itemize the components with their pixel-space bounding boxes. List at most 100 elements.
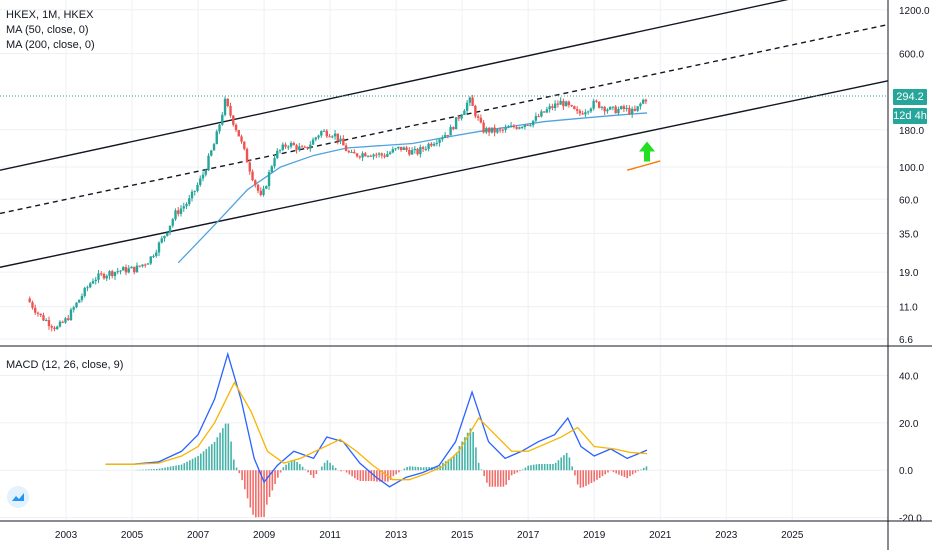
macd-histogram-bar <box>629 470 631 477</box>
candle-body <box>212 144 216 151</box>
macd-histogram-bar <box>453 456 455 471</box>
candle-body <box>644 99 648 102</box>
candle-body <box>622 106 626 109</box>
macd-histogram-bar <box>389 470 392 480</box>
orange-trendline <box>627 160 661 171</box>
candle-body <box>531 120 535 126</box>
candle-body <box>152 256 155 258</box>
candle-body <box>386 154 389 157</box>
ma50-legend[interactable]: MA (50, close, 0) <box>6 24 89 36</box>
candle-body <box>174 210 177 220</box>
candle-body <box>520 127 524 129</box>
macd-histogram-bar <box>618 470 620 475</box>
macd-histogram-bar <box>150 469 153 471</box>
candle-body <box>391 149 395 153</box>
candle-body <box>419 147 422 155</box>
candle-body <box>529 125 532 127</box>
macd-histogram-bar <box>332 465 334 471</box>
macd-histogram-bar <box>205 448 208 471</box>
candle-body <box>603 106 606 112</box>
macd-histogram-bar <box>598 470 601 478</box>
candle-body <box>190 191 194 199</box>
candle-body <box>452 127 455 130</box>
candle-body <box>504 127 507 130</box>
macd-label[interactable]: MACD (12, 26, close, 9) <box>6 359 124 371</box>
candle-body <box>240 136 243 142</box>
macd-histogram-bar <box>376 470 378 482</box>
annotations <box>627 141 661 171</box>
candle-body <box>567 101 571 106</box>
candle-body <box>168 225 172 233</box>
x-tick-label: 2019 <box>583 530 606 541</box>
macd-histogram-bar <box>488 470 491 487</box>
candle-body <box>218 124 221 132</box>
macd-histogram-bar <box>513 470 516 474</box>
candle-body <box>364 153 367 157</box>
macd-histogram-bar <box>164 467 166 471</box>
macd-histogram-bar <box>384 470 386 482</box>
candle-body <box>474 105 477 117</box>
macd-histogram-bar <box>549 463 551 471</box>
candle-body <box>166 232 169 236</box>
candle-body <box>628 107 631 115</box>
candle-body <box>320 131 323 136</box>
candle-body <box>405 147 408 150</box>
candle-body <box>311 139 315 145</box>
macd-histogram-bar <box>590 470 593 484</box>
candle-body <box>91 281 95 284</box>
candle-body <box>276 150 279 159</box>
candle-body <box>383 155 386 157</box>
candle-body <box>36 312 40 314</box>
candle-body <box>377 153 381 155</box>
macd-histogram-bar <box>167 467 169 471</box>
candle-body <box>256 184 260 191</box>
candle-body <box>287 146 290 148</box>
candle-body <box>402 147 406 150</box>
candle-body <box>369 155 373 157</box>
candle-body <box>355 153 359 157</box>
macd-histogram-bar <box>219 432 221 471</box>
candle-body <box>322 130 326 132</box>
candle-body <box>259 190 262 196</box>
macd-histogram-bar <box>202 451 205 471</box>
candle-body <box>309 144 312 149</box>
macd-legend: MACD (12, 26, close, 9) <box>6 358 123 373</box>
macd-histogram-bar <box>370 470 373 482</box>
symbol-label[interactable]: HKEX, 1M, HKEX <box>6 9 94 21</box>
ma200-legend[interactable]: MA (200, close, 0) <box>6 39 95 51</box>
candle-body <box>267 172 271 187</box>
candle-body <box>193 190 196 192</box>
candle-body <box>441 137 444 140</box>
macd-histogram-bar <box>483 470 485 477</box>
candle-body <box>523 124 527 128</box>
candle-body <box>479 117 483 123</box>
macd-histogram-bar <box>211 444 213 471</box>
macd-histogram-bar <box>574 470 576 476</box>
candle-body <box>262 188 265 196</box>
macd-histogram-bar <box>458 446 461 471</box>
candle-body <box>80 295 84 300</box>
macd-histogram-bar <box>285 464 287 471</box>
candle-body <box>97 273 100 280</box>
tradingview-logo[interactable] <box>7 486 29 508</box>
candle-body <box>144 264 147 266</box>
candle-body <box>636 106 639 111</box>
x-tick-label: 2009 <box>253 530 276 541</box>
macd-histogram-bar <box>293 459 296 471</box>
candle-body <box>553 103 557 109</box>
candle-body <box>229 105 232 116</box>
candle-body <box>196 184 199 191</box>
candle-body <box>430 143 433 146</box>
candle-body <box>421 147 425 149</box>
channel-middle <box>0 23 889 215</box>
candle-body <box>298 146 301 150</box>
candle-body <box>245 148 249 163</box>
candle-body <box>427 143 430 149</box>
candle-body <box>394 148 397 150</box>
macd-histogram-bar <box>208 446 210 471</box>
macd-histogram-bar <box>552 463 554 471</box>
candle-body <box>454 117 458 130</box>
candle-body <box>182 206 185 209</box>
macd-histogram-bar <box>378 470 381 482</box>
